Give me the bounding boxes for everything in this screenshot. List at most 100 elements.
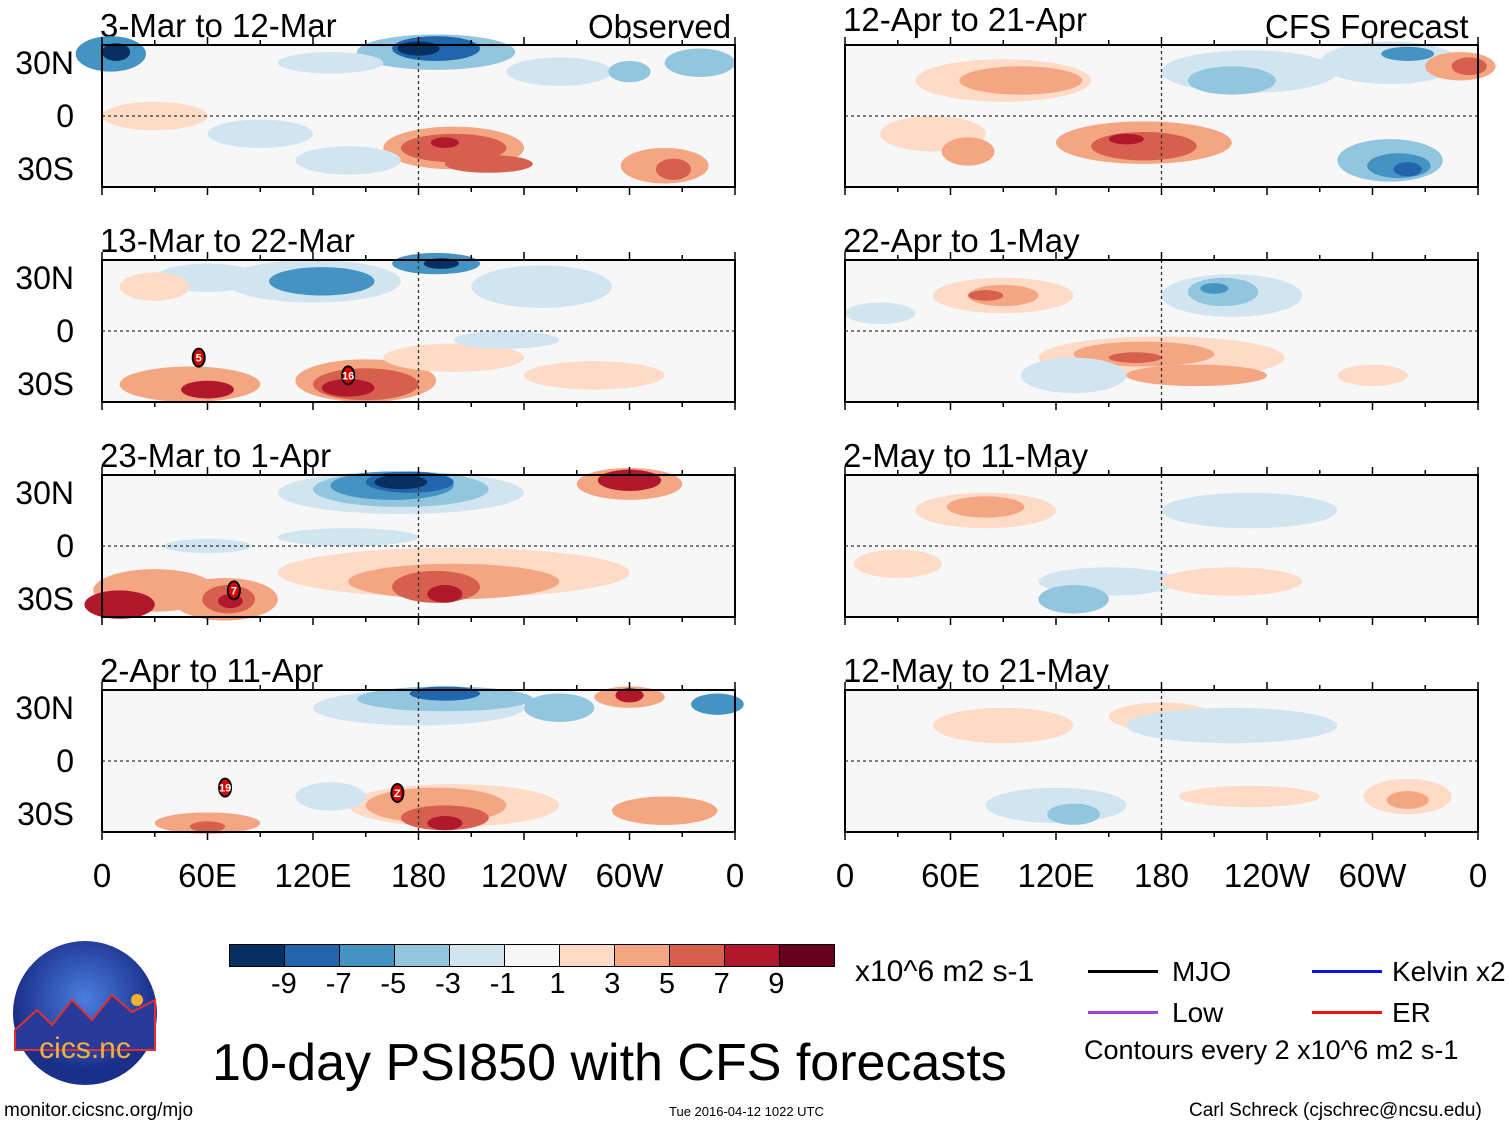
x-tick-label: 120W: [1223, 857, 1311, 894]
anomaly-contour: [506, 57, 611, 85]
anomaly-contour: [1394, 162, 1422, 176]
y-tick-label: 0: [56, 743, 74, 779]
anomaly-contour: [401, 134, 507, 162]
legend-mjo: MJO: [1172, 956, 1232, 987]
x-tick-label: 60E: [921, 857, 980, 894]
colorbar-label: 9: [768, 968, 785, 1000]
colorbar-swatch: [615, 945, 670, 966]
y-tick-label: 30S: [17, 581, 74, 618]
anomaly-contour: [84, 590, 154, 618]
anomaly-contour: [1387, 791, 1429, 809]
anomaly-contour: [612, 797, 718, 825]
anomaly-contour: [295, 782, 365, 810]
anomaly-contour: [968, 290, 1003, 301]
legend-er-line: [1312, 1011, 1382, 1014]
anomaly-contour: [375, 475, 428, 489]
anomaly-contour: [278, 528, 419, 546]
colorbar-label: -1: [489, 968, 516, 1000]
anomaly-contour: [164, 539, 252, 553]
legend-er: ER: [1392, 997, 1431, 1028]
x-tick-label: 0: [835, 857, 855, 894]
colorbar-swatch: [560, 945, 615, 966]
panel-title: 23-Mar to 1-Apr: [100, 437, 332, 474]
anomaly-contour: [1126, 365, 1267, 386]
anomaly-contour: [322, 379, 375, 397]
footer-timestamp: Tue 2016-04-12 1022 UTC: [669, 1104, 824, 1119]
footer-url[interactable]: monitor.cicsnc.org/mjo: [4, 1100, 194, 1121]
storm-marker: 5: [191, 347, 206, 368]
anomaly-contour: [845, 303, 915, 324]
x-tick-label: 120E: [1017, 857, 1095, 894]
anomaly-contour: [1109, 134, 1144, 145]
storm-marker: 16: [341, 365, 356, 386]
y-tick-label: 30N: [15, 689, 74, 726]
anomaly-contour: [1381, 47, 1434, 61]
anomaly-contour: [615, 688, 643, 702]
x-tick-label: 0: [1468, 857, 1488, 894]
colorbar-label: -9: [271, 968, 297, 1000]
anomaly-contour: [608, 61, 650, 82]
figure-title: 10-day PSI850 with CFS forecasts: [212, 1034, 1007, 1092]
observed-header: Observed: [588, 8, 732, 45]
map-panel: [844, 252, 1479, 410]
x-tick-label: 120E: [274, 857, 352, 894]
colorbar-swatch: [505, 945, 560, 966]
anomaly-contour: [427, 816, 462, 830]
panel-title: 2-May to 11-May: [843, 437, 1089, 474]
map-panel: [844, 37, 1478, 195]
x-tick-label: 60W: [595, 857, 664, 894]
anomaly-contour: [431, 137, 459, 148]
anomaly-contour: [1038, 585, 1108, 613]
anomaly-contour: [1162, 493, 1338, 529]
x-tick-label: 60E: [178, 857, 237, 894]
y-tick-label: 0: [56, 313, 74, 349]
colorbar-units: x10^6 m2 s-1: [855, 955, 1035, 988]
cics-logo: cics.nc: [13, 941, 157, 1085]
y-tick-label: 30S: [17, 796, 74, 833]
anomaly-contour: [181, 381, 234, 399]
map-panel: [844, 467, 1479, 625]
anomaly-contour: [1200, 283, 1228, 294]
anomaly-contour: [524, 361, 665, 389]
x-tick-label: 0: [92, 857, 112, 894]
x-tick-label: 120W: [480, 857, 568, 894]
panel-title: 2-Apr to 11-Apr: [100, 652, 324, 689]
y-tick-label: 30S: [17, 366, 74, 403]
contour-note: Contours every 2 x10^6 m2 s-1: [1084, 1035, 1459, 1065]
map-panel: 5 16: [101, 252, 736, 410]
anomaly-contour: [656, 159, 691, 180]
anomaly-contour: [445, 155, 533, 173]
colorbar-swatch: [230, 945, 285, 966]
colorbar-swatch: [285, 945, 340, 966]
colorbar-label: -5: [380, 968, 407, 1000]
anomaly-contour: [102, 43, 130, 61]
storm-marker: 7: [226, 580, 241, 601]
svg-text:5: 5: [196, 353, 202, 365]
anomaly-contour: [454, 331, 559, 349]
map-panel: 7: [102, 467, 736, 625]
map-panel: 19 Z: [101, 682, 735, 840]
colorbar-label: -7: [325, 968, 352, 1000]
anomaly-contour: [190, 821, 225, 832]
colorbar-label: 5: [658, 968, 676, 1000]
svg-text:Z: Z: [394, 788, 401, 800]
legend-low: Low: [1172, 997, 1224, 1028]
anomaly-contour: [947, 496, 1024, 517]
anomaly-contour: [102, 102, 208, 130]
map-panel: [844, 682, 1479, 840]
colorbar: [229, 944, 835, 967]
anomaly-contour: [1337, 365, 1407, 386]
anomaly-contour: [120, 272, 190, 300]
anomaly-contour: [427, 585, 462, 603]
anomaly-contour: [1021, 358, 1126, 394]
y-tick-label: 30N: [15, 44, 74, 81]
legend-kelvin: Kelvin x2: [1392, 956, 1506, 987]
anomaly-contour: [854, 550, 942, 578]
x-tick-label: 180: [390, 857, 447, 894]
anomaly-contour: [691, 694, 744, 715]
anomaly-contour: [1109, 352, 1162, 363]
colorbar-label: 7: [713, 968, 730, 1000]
anomaly-contour: [471, 265, 612, 308]
colorbar-swatch: [395, 945, 450, 966]
legend-kelvin-line: [1312, 970, 1382, 973]
